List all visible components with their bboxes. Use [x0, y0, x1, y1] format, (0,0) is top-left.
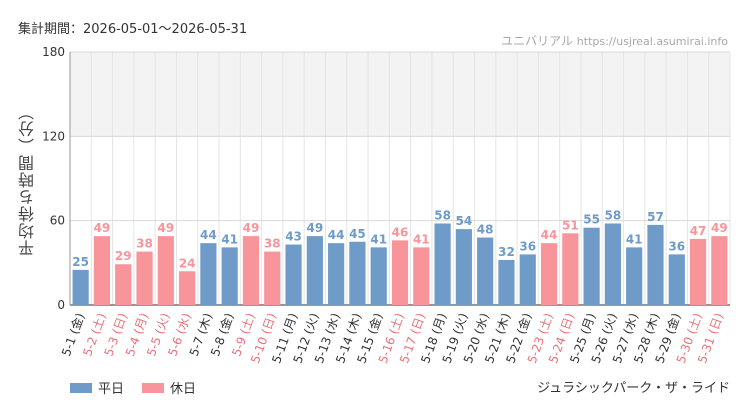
bar-28	[647, 224, 664, 305]
bar-30	[689, 238, 707, 305]
bar-31	[711, 236, 728, 305]
bar-18	[434, 223, 451, 305]
bar-value-label: 44	[200, 228, 217, 242]
bar-value-label: 49	[306, 221, 323, 235]
bar-26	[604, 223, 621, 305]
bar-9	[242, 236, 260, 305]
bar-16	[391, 240, 409, 305]
bar-1	[72, 269, 89, 305]
legend-label-weekday: 平日	[98, 382, 125, 397]
bar-value-label: 25	[72, 255, 89, 269]
bar-10	[264, 251, 281, 305]
y-tick-label: 0	[57, 298, 65, 312]
bar-4	[136, 251, 153, 305]
bar-15	[370, 247, 387, 305]
legend: 平日 休日	[70, 378, 196, 397]
bar-value-label: 24	[179, 256, 196, 270]
bar-24	[562, 233, 579, 305]
bar-value-label: 41	[221, 232, 238, 246]
bar-12	[306, 236, 323, 305]
bar-6	[179, 271, 196, 305]
bar-value-label: 38	[136, 237, 153, 251]
bar-2	[93, 236, 111, 305]
bar-value-label: 47	[690, 224, 707, 238]
bar-25	[583, 227, 600, 305]
bar-17	[413, 247, 430, 305]
y-tick-label: 120	[42, 129, 65, 143]
bar-value-label: 29	[115, 249, 132, 263]
bar-value-label: 32	[498, 245, 515, 259]
bar-3	[115, 264, 132, 305]
bar-7	[200, 243, 217, 305]
bar-20	[477, 237, 494, 305]
bar-value-label: 41	[370, 232, 387, 246]
bar-value-label: 44	[541, 228, 558, 242]
bar-value-label: 58	[434, 208, 451, 222]
bar-value-label: 54	[456, 214, 473, 228]
bar-value-label: 49	[157, 221, 174, 235]
bar-22	[519, 254, 536, 305]
legend-swatch-holiday	[142, 382, 165, 393]
legend-swatch-weekday	[70, 382, 92, 393]
bar-value-label: 49	[94, 221, 111, 235]
bar-value-label: 36	[668, 239, 685, 253]
bar-value-label: 57	[647, 210, 664, 224]
y-tick-label: 180	[42, 45, 65, 59]
bar-value-label: 36	[519, 239, 536, 253]
shaded-band	[70, 52, 730, 137]
bar-5	[157, 236, 174, 305]
bar-value-label: 41	[413, 232, 430, 246]
bar-value-label: 51	[562, 218, 579, 232]
bar-11	[285, 244, 302, 305]
legend-item-holiday[interactable]: 休日	[142, 378, 196, 397]
legend-item-weekday[interactable]: 平日	[70, 378, 124, 397]
bar-value-label: 46	[392, 225, 409, 239]
bar-21	[498, 260, 515, 305]
ride-name: ジュラシックパーク・ザ・ライド	[537, 381, 730, 396]
bar-23	[540, 243, 558, 305]
y-tick-label: 60	[50, 214, 65, 228]
period-label: 集計期間：2026-05-01～2026-05-31	[18, 22, 248, 37]
bar-value-label: 44	[328, 228, 345, 242]
bar-value-label: 43	[285, 230, 302, 244]
bar-value-label: 45	[349, 227, 366, 241]
bar-19	[455, 229, 472, 305]
bar-8	[221, 247, 238, 305]
bar-14	[349, 241, 366, 305]
bar-value-label: 55	[583, 213, 600, 227]
bar-value-label: 38	[264, 237, 281, 251]
bar-value-label: 58	[605, 208, 622, 222]
bar-29	[668, 254, 685, 305]
bar-value-label: 49	[243, 221, 260, 235]
bar-27	[626, 247, 643, 305]
site-url[interactable]: https://usjreal.asumirai.info	[576, 35, 728, 48]
bar-13	[328, 243, 345, 305]
site-credit[interactable]: ユニバリアル https://usjreal.asumirai.info	[501, 32, 728, 49]
site-name: ユニバリアル	[501, 34, 573, 48]
bar-value-label: 41	[626, 232, 643, 246]
legend-label-holiday: 休日	[170, 382, 197, 397]
bar-value-label: 49	[711, 221, 728, 235]
bar-value-label: 48	[477, 223, 494, 237]
